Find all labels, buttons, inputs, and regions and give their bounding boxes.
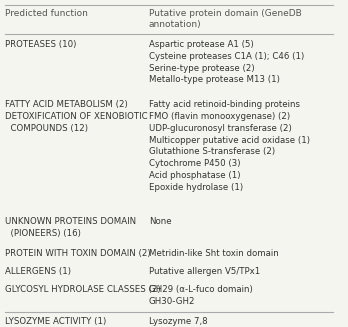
Text: Putative protein domain (GeneDB
annotation): Putative protein domain (GeneDB annotati… [149,9,302,29]
Text: LYSOZYME ACTIVITY (1): LYSOZYME ACTIVITY (1) [5,317,106,326]
Text: Lysozyme 7,8: Lysozyme 7,8 [149,317,207,326]
Text: GH29 (α-L-fuco domain)
GH30-GH2: GH29 (α-L-fuco domain) GH30-GH2 [149,285,253,306]
Text: GLYCOSYL HYDROLASE CLASSES (2): GLYCOSYL HYDROLASE CLASSES (2) [5,285,160,294]
Text: FATTY ACID METABOLISM (2)
DETOXIFICATION OF XENOBIOTIC
  COMPOUNDS (12): FATTY ACID METABOLISM (2) DETOXIFICATION… [5,100,147,133]
Text: ALLERGENS (1): ALLERGENS (1) [5,267,71,276]
Text: UNKNOWN PROTEINS DOMAIN
  (PIONEERS) (16): UNKNOWN PROTEINS DOMAIN (PIONEERS) (16) [5,217,136,238]
Text: Metridin-like Sht toxin domain: Metridin-like Sht toxin domain [149,249,279,258]
Text: PROTEIN WITH TOXIN DOMAIN (2): PROTEIN WITH TOXIN DOMAIN (2) [5,249,150,258]
Text: Putative allergen V5/TPx1: Putative allergen V5/TPx1 [149,267,260,276]
Text: Aspartic protease A1 (5)
Cysteine proteases C1A (1); C46 (1)
Serine-type proteas: Aspartic protease A1 (5) Cysteine protea… [149,40,304,84]
Text: None: None [149,217,172,226]
Text: Fatty acid retinoid-binding proteins
FMO (flavin monooxygenase) (2)
UDP-glucuron: Fatty acid retinoid-binding proteins FMO… [149,100,310,192]
Text: Predicted function: Predicted function [5,9,88,18]
Text: PROTEASES (10): PROTEASES (10) [5,40,76,49]
